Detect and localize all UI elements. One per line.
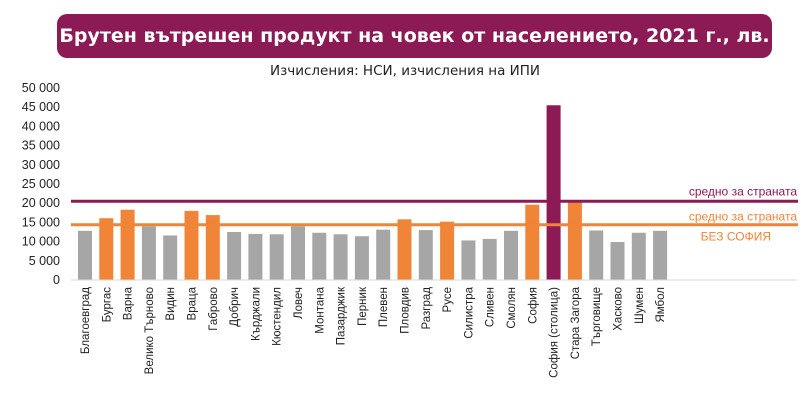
x-axis: Благоевград Бургас Варна Велико Търново Види… xyxy=(71,279,798,378)
bar xyxy=(354,236,369,280)
bar xyxy=(631,232,646,280)
bar xyxy=(461,240,476,280)
x-tick-label: Видин xyxy=(165,287,177,321)
y-tick-label: 50 000 xyxy=(22,81,60,95)
x-tick-label: Габрово xyxy=(208,287,220,331)
x-tick-label: Кюстендил xyxy=(272,287,284,346)
bar xyxy=(184,210,199,280)
y-tick-label: 30 000 xyxy=(22,158,60,172)
bar xyxy=(333,234,348,280)
y-tick-label: 10 000 xyxy=(22,235,60,249)
reference-line-label: средно за страната xyxy=(689,184,797,198)
x-tick-label: Варна xyxy=(123,286,135,320)
x-tick-label: Сливен xyxy=(485,287,497,327)
bar xyxy=(589,230,604,280)
bar xyxy=(525,204,540,280)
bar xyxy=(248,233,263,280)
x-tick-label: Пловдив xyxy=(400,287,412,334)
y-tick-label: 40 000 xyxy=(22,119,60,133)
bars xyxy=(78,105,668,280)
x-tick-label: Благоевград xyxy=(80,287,92,354)
bar xyxy=(546,105,561,280)
x-tick-label: Смолян xyxy=(506,287,518,329)
bar xyxy=(269,234,284,280)
x-tick-label: Враца xyxy=(187,286,199,320)
chart-title: Брутен вътрешен продукт на човек от насе… xyxy=(59,25,770,47)
bar xyxy=(567,202,582,280)
bar xyxy=(205,215,220,280)
x-tick-label: Монтана xyxy=(314,286,326,333)
x-tick-label: Перник xyxy=(357,286,369,326)
x-tick-label: Русе xyxy=(442,287,454,312)
chart-subtitle: Изчисления: НСИ, изчисления на ИПИ xyxy=(269,63,540,79)
x-tick-label: Стара Загора xyxy=(570,286,582,359)
x-tick-label: Плевен xyxy=(378,287,390,327)
bar xyxy=(291,226,305,280)
y-tick-label: 20 000 xyxy=(22,196,60,210)
y-tick-label: 45 000 xyxy=(22,100,60,114)
bar xyxy=(376,229,391,280)
bar xyxy=(312,232,327,280)
bar xyxy=(482,238,497,280)
x-tick-label: Търговище xyxy=(591,287,603,346)
x-tick-label: Пазарджик xyxy=(336,286,348,345)
reference-line-label-secondary: БЕЗ СОФИЯ xyxy=(701,230,771,244)
y-axis: 0 5 000 10 000 15 000 20 000 25 000 30 000 35 0… xyxy=(22,81,60,287)
y-tick-label: 25 000 xyxy=(22,177,60,191)
reference-lines: средно за страната средно за страната БЕЗ … xyxy=(71,184,798,244)
y-tick-label: 35 000 xyxy=(22,139,60,153)
bar xyxy=(99,218,114,280)
x-tick-label: Хасково xyxy=(613,287,625,331)
chart-title-banner: Брутен вътрешен продукт на човек от насе… xyxy=(57,14,772,58)
y-tick-label: 5 000 xyxy=(29,254,60,268)
bar xyxy=(440,221,455,280)
x-tick-label: Ловеч xyxy=(293,287,305,319)
x-tick-label: Шумен xyxy=(634,287,646,324)
bar xyxy=(163,235,178,280)
y-tick-label: 15 000 xyxy=(22,215,60,229)
x-tick-label: Велико Търново xyxy=(144,287,156,374)
bar xyxy=(120,209,135,280)
reference-line-label: средно за страната xyxy=(689,210,797,224)
bar xyxy=(227,232,242,280)
bar xyxy=(418,230,433,280)
x-tick-label: Бургас xyxy=(101,287,113,323)
x-tick-label: София (столица) xyxy=(549,287,561,378)
y-tick-label: 0 xyxy=(53,273,60,287)
bar xyxy=(610,241,625,280)
x-tick-label: София xyxy=(527,287,539,324)
bar xyxy=(78,230,92,280)
x-tick-label: Силистра xyxy=(463,286,475,338)
bar xyxy=(504,230,518,280)
bar xyxy=(141,226,156,280)
bar xyxy=(397,219,412,280)
x-tick-label: Разград xyxy=(421,287,433,330)
x-tick-label: Ямбол xyxy=(655,287,667,323)
x-tick-label: Добрич xyxy=(229,287,241,327)
x-tick-label: Кърджали xyxy=(250,287,262,341)
bar xyxy=(653,230,668,280)
